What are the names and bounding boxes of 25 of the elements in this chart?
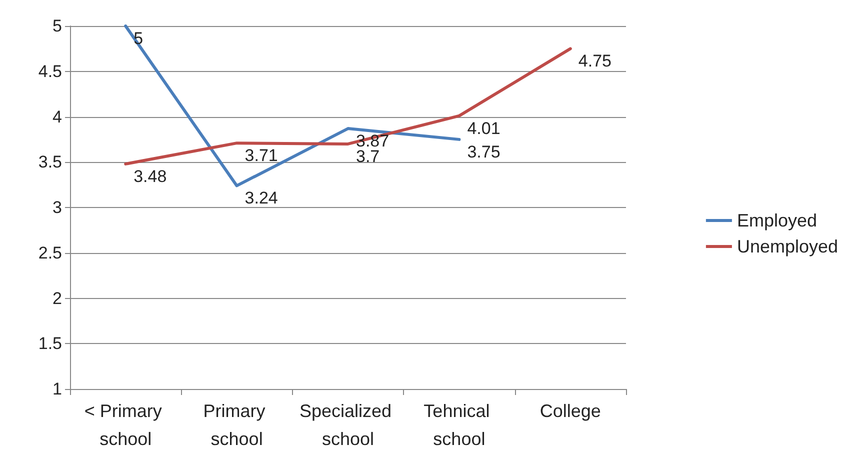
x-tick-label: Specialized school [299, 401, 397, 449]
y-tick-label: 1.5 [38, 334, 62, 354]
x-tick-label: Tehnical school [424, 401, 495, 449]
y-tick-label: 4 [52, 107, 62, 126]
line-series [124, 47, 572, 166]
data-label: 3.71 [244, 146, 278, 166]
data-label: 3.48 [134, 166, 167, 186]
x-tick-label: < Primary school [84, 401, 167, 449]
legend-label: Unemployed [736, 236, 838, 256]
y-tick-label: 4.5 [38, 62, 62, 81]
data-label: 3.24 [244, 188, 278, 208]
data-label: 3.75 [467, 142, 500, 162]
y-tick-label: 2 [52, 288, 62, 308]
x-tick-label: College [540, 401, 601, 421]
y-tick-label: 2.5 [38, 243, 62, 262]
y-tick-label: 5 [52, 16, 62, 36]
x-tick-label: Primary school [203, 401, 270, 449]
line-series [124, 24, 461, 188]
y-tick-label: 1 [52, 380, 62, 398]
data-label: 3.7 [356, 146, 380, 166]
data-label: 4.01 [467, 118, 500, 138]
legend-label: Employed [736, 210, 817, 230]
y-tick-label: 3.5 [38, 152, 62, 172]
y-tick-label: 3 [52, 198, 62, 217]
data-label: 4.75 [578, 52, 612, 71]
